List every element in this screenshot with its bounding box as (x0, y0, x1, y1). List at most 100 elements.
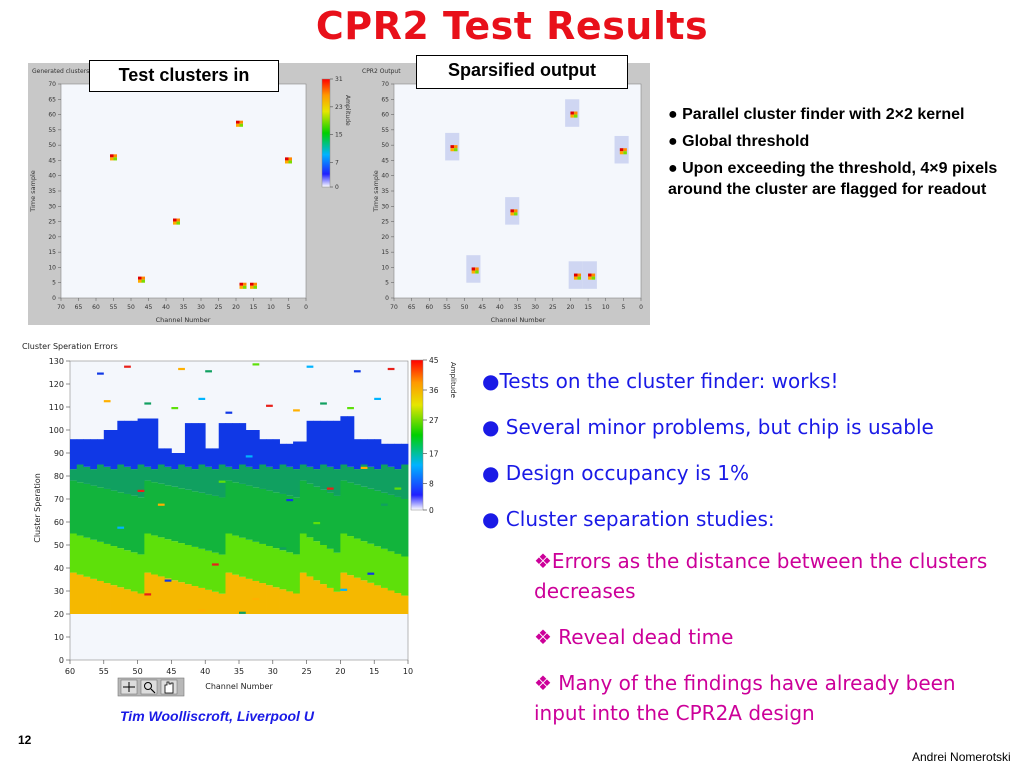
orange-band-cell (333, 591, 341, 614)
hand-icon[interactable] (160, 679, 178, 695)
green-band-cell (347, 482, 355, 537)
green-band-cell (157, 483, 166, 538)
errors-x-axis-label: Channel Number (205, 682, 273, 691)
light-green-band-cell (144, 533, 152, 573)
output-cluster (510, 209, 518, 216)
generated-x-tick-label: 30 (197, 304, 205, 311)
dark-green-band-cell (367, 466, 375, 489)
zoom-icon[interactable] (140, 679, 158, 695)
green-band-cell (191, 491, 199, 547)
error-noise-cell (374, 397, 381, 400)
blue-band-cell (340, 416, 348, 465)
generated-plot-title: Generated clusters (32, 68, 89, 75)
green-band-cell (83, 483, 91, 538)
output-cluster (570, 111, 578, 118)
orange-band-cell (76, 574, 84, 614)
output-x-tick-label: 55 (443, 304, 451, 311)
light-green-band-cell (225, 533, 233, 573)
generated-colorbar-tick-label: 23 (335, 104, 343, 111)
dark-green-band-cell (124, 466, 132, 494)
errors-y-tick-label: 110 (49, 403, 64, 412)
green-band-cell (144, 480, 152, 534)
error-noise-cell (178, 367, 185, 371)
blue-band-cell (198, 423, 206, 465)
bullet-marker: ● (668, 133, 678, 150)
errors-y-tick-label: 30 (54, 587, 64, 596)
dark-green-band-cell (286, 466, 294, 496)
orange-band-cell (286, 591, 294, 614)
error-noise-cell (340, 588, 348, 591)
orange-band-cell (239, 576, 247, 614)
output-y-tick-label: 40 (381, 173, 389, 180)
output-x-tick-label: 25 (549, 304, 557, 311)
findings-list: ●Tests on the cluster finder: works! ● S… (482, 366, 1022, 550)
blue-band-cell (171, 453, 179, 470)
dark-green-band-cell (326, 466, 335, 493)
green-band-cell (374, 490, 382, 547)
errors-colorbar-tick-label: 17 (429, 449, 439, 458)
errors-colorbar-tick-label: 27 (429, 416, 439, 425)
errors-colorbar-tick-label: 8 (429, 479, 434, 488)
generated-cluster (285, 157, 292, 164)
chart-toolbar (117, 677, 185, 697)
blue-band-cell (401, 443, 409, 465)
blue-band-cell (70, 439, 78, 470)
blue-band-cell (178, 453, 186, 465)
author-name: Andrei Nomerotski (912, 750, 1011, 764)
output-cluster (619, 148, 627, 155)
orange-band-cell (198, 587, 206, 614)
light-green-band-cell (320, 545, 328, 585)
light-green-band-cell (299, 533, 307, 573)
light-green-band-cell (184, 545, 193, 585)
dark-green-band-cell (401, 464, 409, 499)
orange-band-cell (401, 595, 409, 614)
orange-band-cell (225, 572, 233, 614)
output-cluster (471, 267, 479, 274)
green-band-cell (286, 495, 294, 553)
blue-band-cell (151, 418, 159, 470)
orange-band-cell (387, 590, 395, 614)
green-band-cell (394, 496, 402, 554)
green-band-cell (326, 492, 335, 549)
error-noise-cell (266, 404, 273, 407)
orange-band-cell (340, 572, 348, 614)
output-x-tick-label: 15 (584, 304, 592, 311)
orange-band-cell (110, 585, 118, 614)
dark-green-band-cell (245, 466, 253, 486)
green-band-cell (70, 480, 78, 534)
orange-band-cell (313, 580, 321, 614)
orange-band-cell (144, 572, 152, 614)
generated-colorbar-tick-label: 0 (335, 184, 339, 191)
orange-band-cell (171, 580, 179, 614)
generated-colorbar (321, 78, 331, 188)
green-band-cell (130, 495, 138, 553)
errors-y-tick-label: 130 (49, 357, 64, 366)
green-band-cell (252, 487, 260, 542)
output-y-tick-label: 35 (381, 188, 389, 195)
errors-x-tick-label: 15 (369, 667, 379, 676)
light-green-band-cell (218, 554, 226, 594)
generated-cluster (250, 282, 257, 289)
output-plot-area (393, 83, 642, 299)
orange-band-cell (320, 584, 328, 614)
test-clusters-callout: Test clusters in (89, 60, 279, 92)
dark-green-band-cell (272, 469, 280, 493)
light-green-band-cell (211, 552, 220, 592)
generated-y-tick-label: 15 (48, 249, 56, 256)
generated-colorbar-label: Amplitude (344, 95, 351, 126)
generated-clusters-plot: Generated clusters 70 65 60 55 50 45 40 35 30 25 2… (29, 68, 351, 324)
light-green-band-cell (380, 548, 389, 588)
output-y-tick-label: 25 (381, 219, 389, 226)
output-x-axis-label: Channel Number (491, 316, 546, 324)
errors-y-tick-label: 80 (54, 472, 64, 481)
light-green-band-cell (374, 546, 382, 586)
orange-band-cell (97, 580, 105, 614)
error-noise-cell (367, 572, 375, 575)
output-x-tick-label: 0 (639, 304, 643, 311)
bullet-marker: ● (668, 160, 678, 177)
blue-band-cell (225, 423, 233, 467)
blue-band-cell (157, 448, 166, 465)
error-noise-cell (347, 407, 354, 410)
crosshair-icon[interactable] (120, 679, 138, 695)
output-y-tick-label: 30 (381, 203, 389, 210)
